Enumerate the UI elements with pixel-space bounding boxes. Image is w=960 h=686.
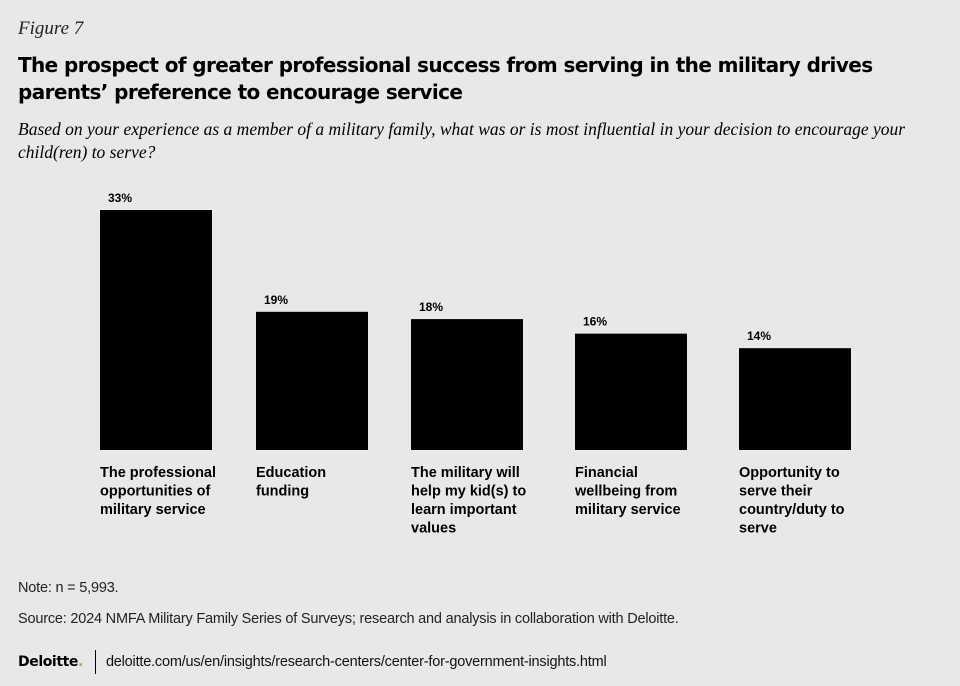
value-label-5: 14% — [747, 329, 771, 343]
footer: Deloitte. deloitte.com/us/en/insights/re… — [18, 650, 607, 674]
bar-1 — [100, 210, 212, 450]
bar-5 — [739, 348, 851, 450]
chart-subtitle: Based on your experience as a member of … — [18, 119, 906, 162]
note-text: Note: n = 5,993. — [18, 580, 119, 596]
footer-divider — [94, 650, 96, 674]
bar-2 — [256, 311, 368, 450]
category-label-5: Opportunity to serve their country/duty to… — [739, 465, 845, 537]
source-text: Source: 2024 NMFA Military Family Series… — [18, 611, 679, 627]
figure-label: Figure 7 — [18, 18, 84, 39]
category-label-2: Education funding — [256, 465, 326, 500]
footer-url: deloitte.com/us/en/insights/research-cen… — [105, 654, 607, 670]
category-label-3: The military will help my kid(s) to learn … — [411, 465, 526, 537]
category-label-4: Financial wellbeing from military service — [574, 465, 681, 518]
value-label-2: 19% — [264, 293, 288, 307]
value-label-1: 33% — [108, 191, 132, 205]
bar-3 — [411, 319, 523, 450]
value-label-3: 18% — [419, 300, 443, 314]
deloitte-logo: Deloitte. — [18, 654, 83, 670]
chart-title: The prospect of greater professional suc… — [18, 53, 873, 104]
bar-chart: 33% The professional opportunities of milit… — [100, 191, 851, 537]
category-label-1: The professional opportunities of military… — [100, 465, 216, 518]
bar-4 — [575, 333, 687, 450]
value-label-4: 16% — [583, 315, 607, 329]
